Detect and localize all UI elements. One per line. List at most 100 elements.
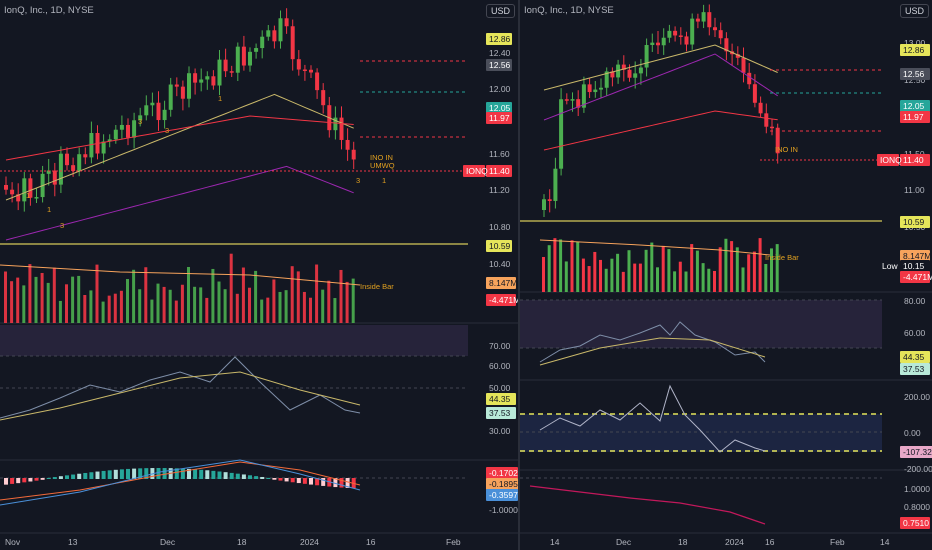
candle-body[interactable] [599, 87, 603, 90]
candle-body[interactable] [707, 12, 712, 28]
candle-body[interactable] [309, 69, 313, 73]
candle-body[interactable] [199, 79, 204, 83]
right-currency-button[interactable]: USD [900, 4, 930, 18]
candle-body[interactable] [284, 18, 289, 27]
candle-body[interactable] [10, 189, 15, 195]
candle-body[interactable] [351, 149, 356, 160]
candle-body[interactable] [695, 18, 700, 22]
candle-body[interactable] [107, 139, 112, 142]
candle-body[interactable] [735, 54, 740, 58]
candle-body[interactable] [621, 64, 626, 70]
candle-body[interactable] [633, 73, 638, 78]
candle-body[interactable] [278, 18, 283, 42]
candle-body[interactable] [542, 199, 546, 210]
candle-body[interactable] [724, 38, 729, 52]
candle-body[interactable] [752, 84, 757, 103]
candle-body[interactable] [667, 30, 672, 38]
candle-body[interactable] [333, 117, 338, 131]
candle-body[interactable] [71, 165, 76, 171]
candle-body[interactable] [758, 102, 763, 114]
right-symbol-title[interactable]: IonQ, Inc., 1D, NYSE [524, 5, 614, 16]
candle-body[interactable] [52, 170, 57, 185]
candle-body[interactable] [644, 45, 649, 68]
candle-body[interactable] [46, 170, 51, 174]
candle-body[interactable] [564, 99, 569, 101]
candle-body[interactable] [174, 84, 179, 87]
candle-body[interactable] [321, 90, 326, 106]
candle-body[interactable] [205, 76, 210, 80]
candle-body[interactable] [77, 154, 82, 171]
candle-body[interactable] [553, 168, 558, 201]
candle-body[interactable] [132, 120, 137, 138]
candle-body[interactable] [315, 72, 320, 91]
candle-body[interactable] [241, 46, 246, 66]
candle-body[interactable] [576, 99, 581, 108]
candle-body[interactable] [138, 115, 143, 121]
candle-body[interactable] [248, 51, 252, 66]
candle-body[interactable] [339, 117, 344, 140]
candle-body[interactable] [126, 124, 130, 138]
candle-body[interactable] [770, 126, 774, 129]
candle-body[interactable] [229, 71, 234, 73]
candle-body[interactable] [581, 84, 586, 108]
candle-body[interactable] [661, 37, 666, 46]
candle-body[interactable] [764, 113, 769, 127]
candle-body[interactable] [684, 36, 689, 45]
candle-body[interactable] [547, 199, 552, 201]
candle-body[interactable] [156, 102, 161, 121]
candle-body[interactable] [22, 178, 27, 202]
candle-body[interactable] [559, 99, 564, 169]
candle-body[interactable] [690, 18, 695, 45]
candle-body[interactable] [627, 69, 632, 78]
candle-body[interactable] [223, 59, 228, 72]
candle-body[interactable] [193, 73, 198, 83]
candle-body[interactable] [28, 178, 33, 198]
candle-body[interactable] [34, 197, 39, 199]
candle-body[interactable] [168, 84, 173, 110]
left-currency-button[interactable]: USD [486, 4, 516, 18]
candle-body[interactable] [180, 86, 185, 99]
candle-body[interactable] [604, 71, 609, 88]
candle-body[interactable] [713, 27, 717, 31]
candle-body[interactable] [593, 89, 598, 93]
candle-body[interactable] [656, 42, 660, 46]
candle-body[interactable] [211, 76, 216, 86]
candle-body[interactable] [217, 59, 222, 86]
candle-body[interactable] [83, 154, 88, 158]
candle-body[interactable] [16, 194, 21, 202]
candle-body[interactable] [570, 99, 575, 101]
candle-body[interactable] [65, 153, 69, 166]
candle-body[interactable] [119, 124, 124, 130]
candle-body[interactable] [150, 102, 155, 106]
candle-body[interactable] [775, 127, 780, 154]
candle-body[interactable] [610, 71, 615, 78]
candle-body[interactable] [4, 185, 8, 190]
candle-body[interactable] [113, 129, 118, 140]
candle-body[interactable] [260, 36, 265, 49]
panel-divider[interactable] [518, 0, 520, 550]
candle-body[interactable] [678, 35, 683, 37]
left-chart-panel[interactable]: 12.40 12.00 11.60 11.20 10.80 10.40 3 3 3 1 1 1 3 1 IN… [0, 0, 518, 550]
candle-body[interactable] [162, 109, 167, 121]
left-symbol-title[interactable]: IonQ, Inc., 1D, NYSE [4, 5, 94, 16]
candle-body[interactable] [266, 30, 271, 37]
candle-body[interactable] [741, 57, 746, 73]
candle-body[interactable] [89, 132, 94, 158]
candle-body[interactable] [650, 42, 655, 46]
candle-body[interactable] [254, 48, 259, 52]
candle-body[interactable] [302, 69, 307, 72]
candle-body[interactable] [272, 30, 277, 42]
candle-body[interactable] [296, 59, 301, 70]
candle-body[interactable] [718, 30, 723, 39]
candle-body[interactable] [235, 46, 240, 73]
candle-body[interactable] [747, 72, 752, 85]
candle-body[interactable] [58, 153, 63, 185]
candle-body[interactable] [187, 73, 191, 99]
candle-body[interactable] [144, 105, 149, 116]
candle-body[interactable] [673, 30, 678, 36]
candle-body[interactable] [345, 139, 350, 150]
candle-body[interactable] [290, 26, 295, 60]
